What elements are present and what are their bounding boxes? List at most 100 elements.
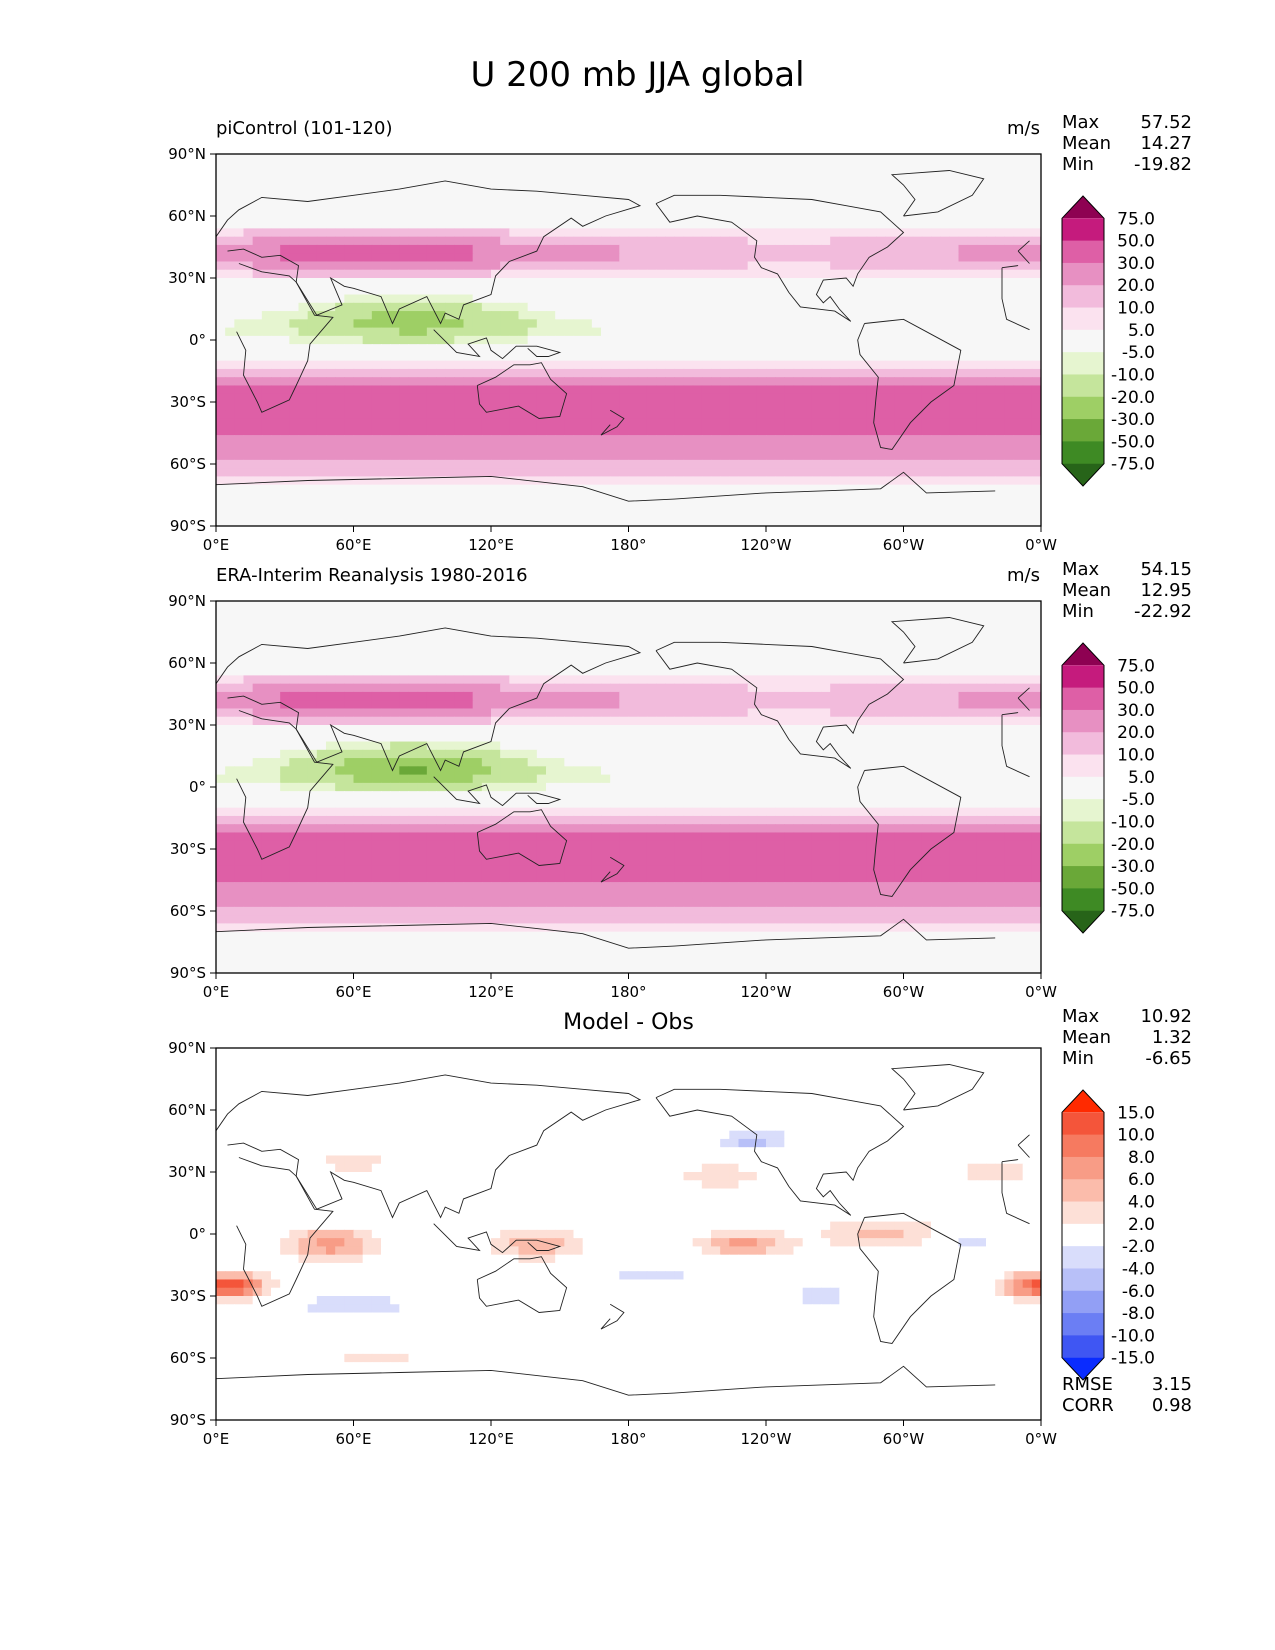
field-cell (381, 311, 391, 320)
field-cell (876, 468, 886, 477)
field-cell (738, 170, 749, 180)
field-cell (958, 609, 969, 619)
field-cell (216, 393, 226, 403)
field-cell (766, 484, 776, 494)
field-cell (821, 410, 831, 420)
field-cell (216, 253, 226, 263)
field-cell (408, 468, 419, 477)
field-cell (619, 617, 630, 627)
field-cell (986, 162, 996, 172)
colorbar-level-label: 5.0 (1128, 321, 1155, 341)
field-cell (445, 609, 455, 619)
field-cell (921, 634, 932, 643)
field-cell (445, 344, 455, 353)
field-cell (353, 344, 364, 353)
field-cell (234, 393, 245, 403)
field-cell (307, 352, 318, 362)
field-cell (381, 642, 391, 652)
field-cell (546, 269, 556, 279)
field-cell (848, 517, 859, 526)
field-cell (894, 443, 905, 453)
field-cell (775, 601, 785, 610)
field-cell (591, 269, 602, 279)
colorbar-swatch (1062, 262, 1104, 286)
field-cell (665, 658, 675, 668)
field-cell (326, 393, 336, 403)
field-cell (362, 211, 373, 221)
field-cell (472, 253, 483, 263)
field-cell (656, 220, 666, 229)
field-cell (747, 335, 758, 345)
field-cell (371, 609, 382, 619)
field-cell (610, 178, 620, 188)
field-cell (463, 459, 474, 469)
field-cell (362, 393, 373, 403)
field-cell (931, 170, 941, 180)
field-cell (445, 211, 455, 221)
field-cell (390, 410, 400, 420)
field-cell (866, 650, 877, 660)
field-cell (454, 667, 465, 676)
field-cell (857, 178, 868, 188)
field-cell (821, 625, 831, 635)
field-cell (986, 178, 996, 188)
field-cell (747, 286, 758, 296)
field-cell (307, 178, 318, 188)
field-cell (344, 625, 355, 635)
field-cell (830, 377, 840, 387)
field-cell (802, 236, 813, 246)
field-cell (848, 236, 859, 246)
field-cell (1004, 187, 1015, 196)
field-cell (830, 642, 840, 652)
field-cell (793, 650, 804, 660)
field-cell (876, 501, 886, 511)
field-cell (720, 459, 730, 469)
field-cell (454, 385, 465, 395)
field-cell (958, 393, 969, 403)
field-cell (445, 154, 455, 163)
field-cell (335, 484, 345, 494)
field-cell (628, 220, 639, 229)
field-cell (582, 484, 593, 494)
field-cell (656, 658, 666, 668)
field-cell (674, 468, 685, 477)
field-cell (857, 492, 868, 502)
field-cell (426, 335, 437, 345)
field-cell (555, 501, 565, 511)
field-cell (784, 244, 795, 254)
field-cell (536, 302, 547, 312)
field-cell (903, 311, 914, 320)
field-cell (912, 385, 923, 395)
field-cell (775, 459, 785, 469)
field-cell (995, 509, 1005, 519)
field-cell (381, 634, 391, 643)
field-cell (463, 278, 474, 287)
field-cell (857, 211, 868, 221)
field-cell (619, 236, 630, 246)
field-cell (940, 601, 950, 610)
field-cell (903, 625, 914, 635)
field-cell (1004, 244, 1015, 254)
field-cell (766, 443, 776, 453)
field-cell (729, 650, 740, 660)
field-cell (426, 211, 437, 221)
field-cell (390, 311, 400, 320)
field-cell (536, 459, 547, 469)
field-cell (546, 484, 556, 494)
field-cell (701, 393, 712, 403)
field-cell (353, 278, 364, 287)
field-cell (821, 642, 831, 652)
field-cell (619, 476, 630, 486)
field-cell (986, 352, 996, 362)
field-cell (261, 517, 272, 526)
field-cell (848, 451, 859, 461)
field-cell (1004, 228, 1015, 238)
field-cell (711, 418, 721, 428)
field-cell (298, 162, 309, 172)
field-cell (701, 451, 712, 461)
field-cell (610, 187, 620, 196)
field-cell (738, 658, 749, 668)
field-cell (921, 195, 932, 205)
field-cell (527, 368, 538, 378)
coastline (216, 471, 996, 502)
